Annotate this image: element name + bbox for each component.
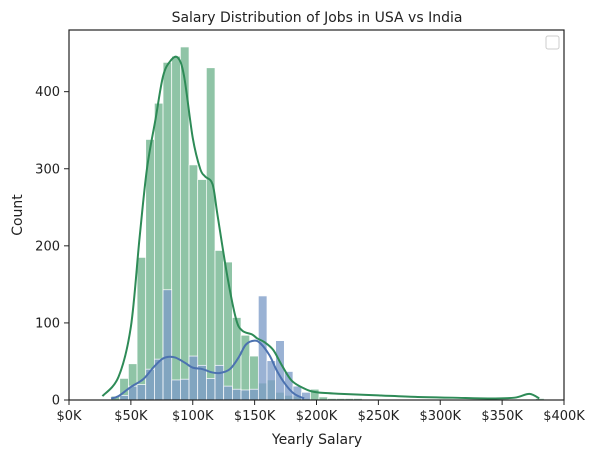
x-tick-label: $250K — [358, 409, 400, 424]
y-tick-label: 300 — [35, 162, 60, 177]
histogram-bar — [145, 139, 155, 401]
y-axis-ticks: 0 100 200 300 400 — [35, 85, 69, 409]
histogram-bar — [171, 55, 181, 401]
y-tick-label: 400 — [35, 85, 60, 100]
kde-line — [110, 339, 305, 400]
histogram-bar — [232, 388, 242, 401]
histogram-bar — [249, 388, 259, 401]
histogram-bar — [206, 67, 216, 401]
x-axis-ticks: $0K $50K $100K $150K $200K $250K $300K $350K $40… — [56, 400, 585, 424]
chart-title: Salary Distribution of Jobs in USA vs In… — [172, 10, 463, 26]
histogram-bars — [110, 46, 545, 401]
histogram-bar — [119, 395, 129, 401]
x-tick-label: $0K — [56, 409, 82, 424]
y-tick-label: 200 — [35, 239, 60, 254]
histogram-bar — [240, 389, 251, 401]
legend-box — [545, 35, 560, 50]
y-axis-label: Count — [10, 194, 26, 236]
histogram-bar — [206, 378, 216, 401]
kde-line — [101, 55, 540, 400]
histogram-bar — [223, 385, 233, 401]
histogram-bar — [171, 379, 181, 401]
x-axis-label: Yearly Salary — [271, 432, 362, 448]
x-tick-label: $200K — [296, 409, 338, 424]
histogram-bar — [136, 384, 147, 401]
histogram-bar — [180, 378, 190, 401]
histogram-bar — [154, 102, 164, 401]
histogram-bar — [214, 364, 225, 401]
x-tick-label: $350K — [481, 409, 523, 424]
histogram-bar — [162, 289, 173, 401]
x-tick-label: $150K — [234, 409, 276, 424]
x-tick-label: $400K — [543, 409, 585, 424]
x-tick-label: $300K — [419, 409, 461, 424]
y-tick-label: 100 — [35, 316, 60, 331]
histogram-bar — [188, 355, 199, 401]
y-tick-label: 0 — [52, 394, 60, 409]
x-tick-label: $50K — [114, 409, 148, 424]
kde-curves — [101, 55, 540, 400]
x-tick-label: $100K — [172, 409, 214, 424]
